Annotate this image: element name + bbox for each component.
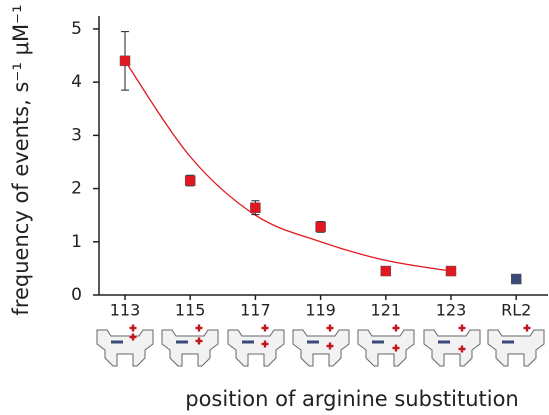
- y-tick-label: 2: [71, 179, 82, 199]
- y-tick-label: 4: [71, 72, 82, 92]
- x-tick-label: 113: [110, 301, 141, 320]
- data-point: [445, 265, 457, 277]
- x-tick-label: 117: [240, 301, 271, 320]
- fit-curve: [124, 60, 452, 272]
- data-point: [250, 202, 261, 213]
- x-tick-label: RL2: [501, 301, 531, 320]
- data-point: [184, 175, 196, 186]
- y-tick-label: 5: [71, 19, 82, 39]
- x-tick-label: 123: [436, 301, 467, 320]
- x-tick-label: 121: [371, 301, 402, 320]
- data-point: [315, 221, 326, 233]
- data-point: [119, 55, 131, 67]
- x-axis-label: position of arginine substitution: [185, 387, 518, 411]
- y-tick-label: 1: [71, 232, 82, 252]
- x-tick-label: 115: [175, 301, 206, 320]
- data-point: [510, 273, 522, 285]
- y-axis-label: frequency of events, s⁻¹ μM⁻¹: [9, 4, 33, 315]
- y-tick-label: 0: [71, 285, 82, 305]
- data-point: [380, 265, 392, 277]
- y-tick-label: 3: [71, 125, 82, 145]
- icons: [96, 324, 545, 367]
- x-tick-label: 119: [305, 301, 336, 320]
